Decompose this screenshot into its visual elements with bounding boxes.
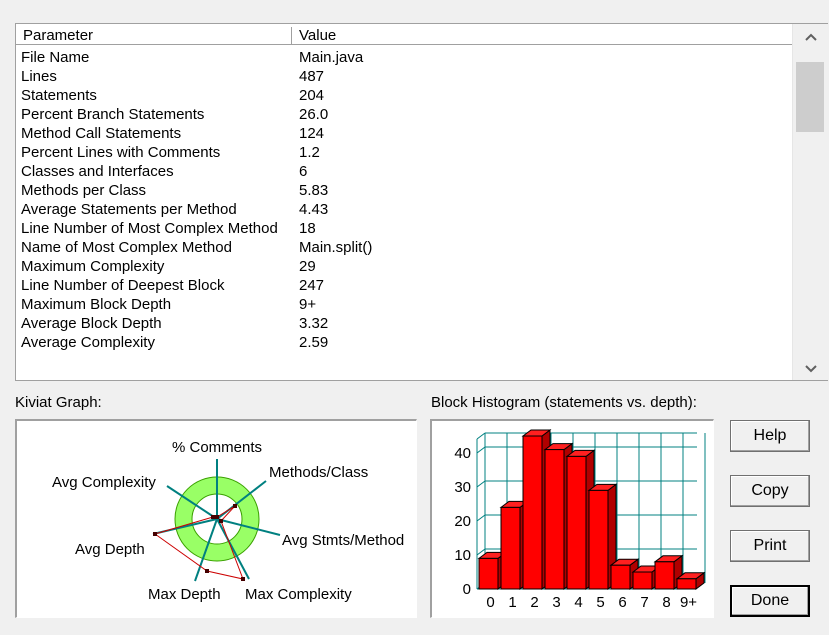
histogram-bar: [676, 578, 697, 590]
kiviat-axis-label: Avg Stmts/Method: [282, 532, 404, 549]
histogram-bar: [566, 455, 587, 590]
column-header-parameter[interactable]: Parameter: [16, 27, 292, 44]
histogram-bar: [544, 449, 565, 590]
chevron-up-icon[interactable]: [793, 26, 828, 46]
parameter-cell: Methods per Class: [21, 182, 147, 199]
value-cell: 5.83: [299, 182, 329, 199]
table-header: Parameter Value: [16, 27, 792, 45]
grid-line: [476, 514, 486, 522]
value-cell: 18: [299, 220, 316, 237]
histogram-bar: [654, 561, 675, 590]
vertical-scrollbar[interactable]: [792, 24, 828, 380]
value-cell: 9+: [299, 296, 317, 313]
grid-line: [476, 446, 486, 454]
value-cell: 124: [299, 125, 325, 142]
copy-button[interactable]: Copy: [730, 475, 810, 507]
parameter-cell: Statements: [21, 87, 97, 104]
kiviat-graph: % Comments Methods/Class Avg Stmts/Metho…: [52, 439, 404, 603]
x-tick-label: 8: [662, 594, 670, 611]
parameter-cell: Classes and Interfaces: [21, 163, 174, 180]
x-tick-label: 1: [508, 594, 516, 611]
block-histogram-panel: 0 10 20 30 40 0 1 2 3 4 5 6 7 8 9+: [430, 419, 714, 618]
value-cell: 2.59: [299, 334, 329, 351]
parameter-cell: File Name: [21, 49, 90, 66]
x-tick-label: 4: [574, 594, 582, 611]
separator-value: ----------------------------------------…: [299, 372, 579, 381]
value-cell: 3.32: [299, 315, 329, 332]
value-cell: Main.split(): [299, 239, 373, 256]
value-cell: 487: [299, 68, 325, 85]
value-cell: 247: [299, 277, 325, 294]
value-cell: 29: [299, 258, 316, 275]
value-cell: Main.java: [299, 49, 364, 66]
value-cell: 6: [299, 163, 308, 180]
y-tick-label: 20: [454, 513, 471, 530]
histogram-bar: [632, 571, 653, 590]
parameter-cell: Average Block Depth: [21, 315, 162, 332]
kiviat-graph-panel: % Comments Methods/Class Avg Stmts/Metho…: [15, 419, 417, 618]
kiviat-axis-label: Max Complexity: [245, 586, 352, 603]
histogram-bar: [522, 435, 543, 590]
y-tick-label: 30: [454, 479, 471, 496]
grid-line: [476, 548, 486, 556]
parameter-cell: Name of Most Complex Method: [21, 239, 232, 256]
metrics-table: Parameter Value File Name Main.java Lines 4…: [15, 23, 828, 381]
parameter-cell: Average Statements per Method: [21, 201, 237, 218]
parameter-cell: Average Complexity: [21, 334, 155, 351]
help-button[interactable]: Help: [730, 420, 810, 452]
x-tick-label: 2: [530, 594, 538, 611]
kiviat-axis-label: Methods/Class: [269, 464, 368, 481]
block-histogram-label: Block Histogram (statements vs. depth):: [431, 394, 697, 411]
histogram-bar: [500, 506, 521, 590]
x-tick-label: 9+: [680, 594, 697, 611]
kiviat-axis-label: Max Depth: [148, 586, 221, 603]
histogram-bar: [610, 564, 631, 590]
y-tick-label: 0: [463, 581, 471, 598]
y-tick-label: 40: [454, 445, 471, 462]
x-tick-label: 0: [486, 594, 494, 611]
parameter-cell: Lines: [21, 68, 57, 85]
parameter-cell: Line Number of Most Complex Method: [21, 220, 278, 237]
parameter-cell: Line Number of Deepest Block: [21, 277, 225, 294]
scrollbar-thumb[interactable]: [796, 62, 824, 132]
x-tick-label: 6: [618, 594, 626, 611]
print-button[interactable]: Print: [730, 530, 810, 562]
parameter-cell: Maximum Complexity: [21, 258, 165, 275]
parameter-cell: Method Call Statements: [21, 125, 182, 142]
value-cell: 26.0: [299, 106, 329, 123]
parameter-cell: Percent Lines with Comments: [21, 144, 221, 161]
x-tick-label: 5: [596, 594, 604, 611]
x-tick-label: 3: [552, 594, 560, 611]
value-cell: 204: [299, 87, 325, 104]
value-cell: 4.43: [299, 201, 329, 218]
kiviat-axis-label: % Comments: [172, 439, 262, 456]
value-cell: 1.2: [299, 144, 320, 161]
grid-line: [476, 432, 486, 440]
y-tick-label: 10: [454, 547, 471, 564]
x-tick-label: 7: [640, 594, 648, 611]
kiviat-graph-label: Kiviat Graph:: [15, 394, 102, 411]
kiviat-axis-label: Avg Depth: [75, 541, 145, 558]
chevron-down-icon[interactable]: [793, 358, 828, 378]
parameter-cell: Maximum Block Depth: [21, 296, 172, 313]
column-header-value[interactable]: Value: [299, 27, 337, 44]
histogram-bar: [588, 489, 609, 590]
histogram-bar: [478, 557, 499, 590]
grid-line: [476, 480, 486, 488]
done-button[interactable]: Done: [730, 585, 810, 617]
separator-param: ----------------------------------------…: [21, 372, 286, 381]
kiviat-axis-label: Avg Complexity: [52, 474, 156, 491]
parameter-cell: Percent Branch Statements: [21, 106, 205, 123]
